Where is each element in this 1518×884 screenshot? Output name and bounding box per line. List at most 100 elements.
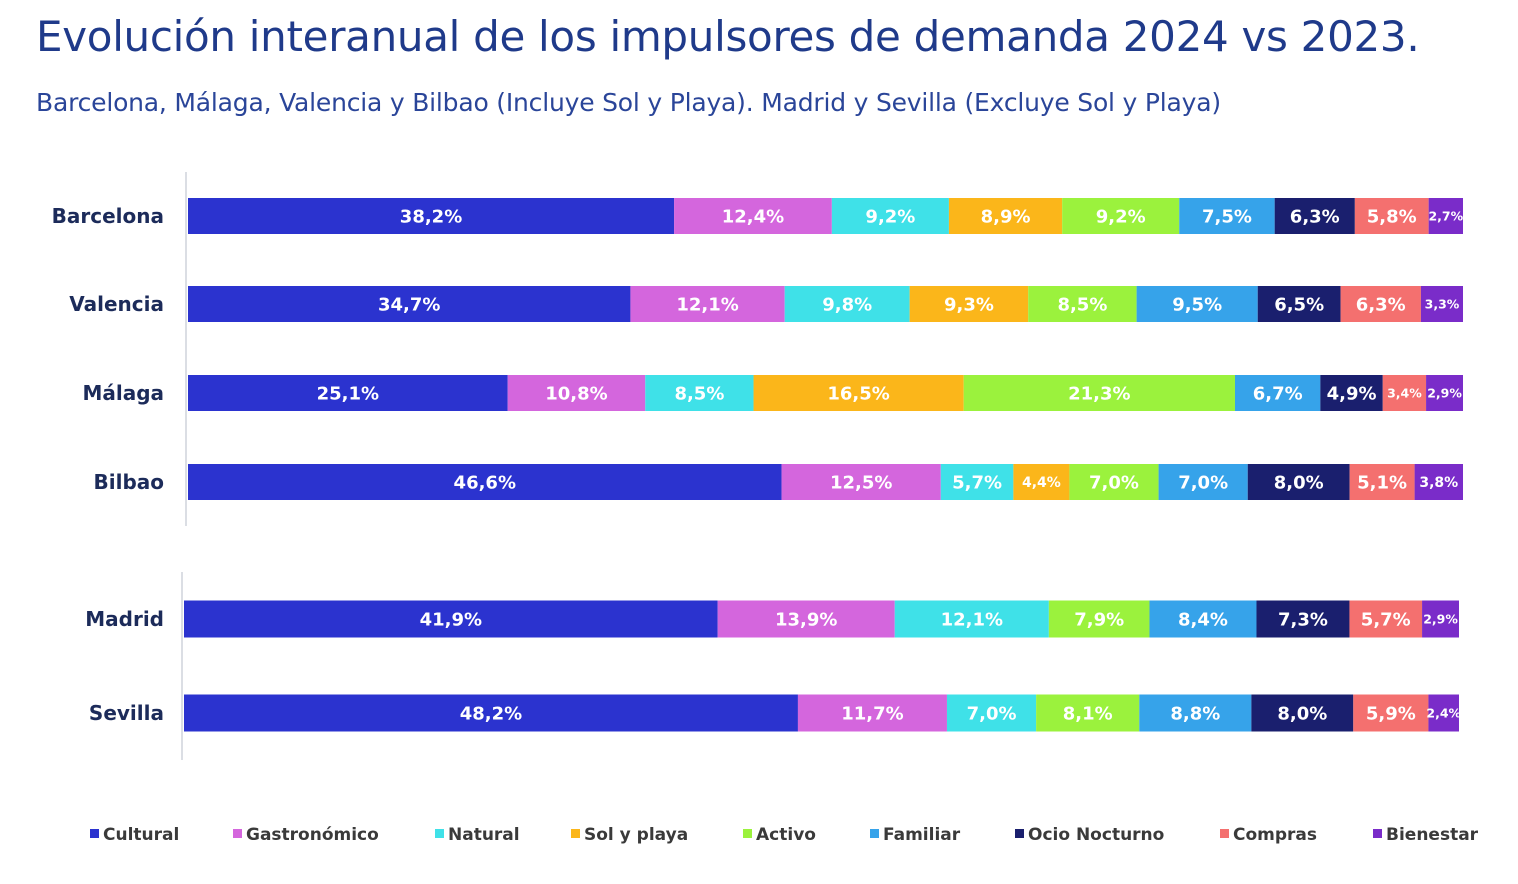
- data-label-malaga-sol-y-playa: 16,5%: [827, 383, 889, 404]
- data-label-malaga-natural: 8,5%: [674, 383, 724, 404]
- data-label-bilbao-familiar: 7,0%: [1178, 472, 1228, 493]
- data-label-valencia-bienestar: 3,3%: [1425, 297, 1460, 312]
- chart-title: Evolución interanual de los impulsores d…: [36, 12, 1420, 61]
- bar-segment-sevilla-cultural: [184, 694, 798, 732]
- bar-segment-barcelona-gastronomico: [674, 198, 832, 234]
- bar-segment-barcelona-familiar: [1179, 198, 1275, 234]
- legend-swatch-cultural: [90, 829, 99, 838]
- legend-label-cultural: Cultural: [103, 825, 179, 845]
- bar-segment-sevilla-ocio-nocturno: [1251, 694, 1354, 732]
- bar-segment-sevilla-gastronomico: [797, 694, 947, 732]
- data-label-madrid-compras: 5,7%: [1361, 609, 1411, 630]
- data-label-madrid-cultural: 41,9%: [420, 609, 482, 630]
- data-label-barcelona-natural: 9,2%: [865, 206, 915, 227]
- legend-swatch-bienestar: [1373, 829, 1382, 838]
- bar-segment-barcelona-compras: [1354, 198, 1429, 234]
- data-label-malaga-cultural: 25,1%: [317, 383, 379, 404]
- bar-segment-madrid-familiar: [1149, 600, 1257, 638]
- data-label-sevilla-bienestar: 2,4%: [1426, 706, 1461, 721]
- legend-label-ocio-nocturno: Ocio Nocturno: [1028, 825, 1164, 845]
- bar-segment-malaga-familiar: [1235, 375, 1321, 411]
- category-label-bilbao: Bilbao: [93, 470, 164, 494]
- legend-label-activo: Activo: [756, 825, 816, 845]
- data-label-malaga-bienestar: 2,9%: [1427, 386, 1462, 401]
- data-label-malaga-compras: 3,4%: [1387, 386, 1422, 401]
- data-label-madrid-gastronomico: 13,9%: [775, 609, 837, 630]
- bar-segment-malaga-activo: [963, 375, 1236, 411]
- data-label-madrid-ocio-nocturno: 7,3%: [1278, 609, 1328, 630]
- data-label-barcelona-ocio-nocturno: 6,3%: [1290, 206, 1340, 227]
- data-label-sevilla-natural: 7,0%: [967, 703, 1017, 724]
- data-label-malaga-gastronomico: 10,8%: [545, 383, 607, 404]
- bar-segment-barcelona-sol-y-playa: [948, 198, 1063, 234]
- legend-swatch-sol-y-playa: [571, 829, 580, 838]
- bar-segment-madrid-ocio-nocturno: [1256, 600, 1350, 638]
- category-label-valencia: Valencia: [69, 292, 164, 316]
- bar-segment-malaga-ocio-nocturno: [1320, 375, 1383, 411]
- legend-label-compras: Compras: [1233, 825, 1317, 845]
- data-label-valencia-sol-y-playa: 9,3%: [944, 294, 994, 315]
- bar-segment-bilbao-gastronomico: [781, 464, 941, 500]
- legend-label-natural: Natural: [448, 825, 520, 845]
- data-label-valencia-gastronomico: 12,1%: [676, 294, 738, 315]
- bar-segment-madrid-gastronomico: [717, 600, 895, 638]
- data-label-sevilla-ocio-nocturno: 8,0%: [1277, 703, 1327, 724]
- data-label-bilbao-gastronomico: 12,5%: [830, 472, 892, 493]
- data-label-barcelona-cultural: 38,2%: [400, 206, 462, 227]
- bar-segment-madrid-cultural: [184, 600, 718, 638]
- data-label-madrid-activo: 7,9%: [1074, 609, 1124, 630]
- data-label-bilbao-ocio-nocturno: 8,0%: [1274, 472, 1324, 493]
- data-label-madrid-familiar: 8,4%: [1178, 609, 1228, 630]
- bar-segment-bilbao-natural: [940, 464, 1014, 500]
- bar-segment-sevilla-compras: [1353, 694, 1429, 732]
- category-label-sevilla: Sevilla: [89, 701, 164, 725]
- data-label-madrid-bienestar: 2,9%: [1423, 612, 1458, 627]
- legend-swatch-compras: [1220, 829, 1229, 838]
- bar-segment-valencia-sol-y-playa: [909, 286, 1029, 322]
- data-label-barcelona-sol-y-playa: 8,9%: [981, 206, 1031, 227]
- bar-segment-sevilla-familiar: [1139, 694, 1252, 732]
- bar-segment-malaga-natural: [645, 375, 754, 411]
- bar-segment-madrid-bienestar: [1422, 600, 1459, 638]
- bar-segment-valencia-ocio-nocturno: [1257, 286, 1341, 322]
- legend-swatch-ocio-nocturno: [1015, 829, 1024, 838]
- bar-segment-valencia-gastronomico: [630, 286, 785, 322]
- bar-segment-malaga-sol-y-playa: [753, 375, 964, 411]
- data-label-bilbao-bienestar: 3,8%: [1419, 475, 1458, 491]
- bar-segment-malaga-cultural: [188, 375, 508, 411]
- data-label-sevilla-cultural: 48,2%: [460, 703, 522, 724]
- data-label-sevilla-activo: 8,1%: [1063, 703, 1113, 724]
- bar-segment-valencia-compras: [1340, 286, 1421, 322]
- data-label-valencia-activo: 8,5%: [1057, 294, 1107, 315]
- legend-label-bienestar: Bienestar: [1386, 825, 1479, 845]
- legend-label-familiar: Familiar: [883, 825, 961, 845]
- data-label-bilbao-natural: 5,7%: [952, 472, 1002, 493]
- data-label-barcelona-activo: 9,2%: [1096, 206, 1146, 227]
- legend-swatch-natural: [435, 829, 444, 838]
- category-label-madrid: Madrid: [85, 607, 164, 631]
- data-label-madrid-natural: 12,1%: [941, 609, 1003, 630]
- bar-segment-malaga-gastronomico: [507, 375, 646, 411]
- bar-segment-valencia-familiar: [1136, 286, 1258, 322]
- legend-label-sol-y-playa: Sol y playa: [584, 825, 688, 845]
- bar-segment-madrid-activo: [1048, 600, 1150, 638]
- data-label-valencia-ocio-nocturno: 6,5%: [1274, 294, 1324, 315]
- data-label-malaga-activo: 21,3%: [1068, 383, 1130, 404]
- data-label-valencia-compras: 6,3%: [1356, 294, 1406, 315]
- data-label-malaga-ocio-nocturno: 4,9%: [1327, 383, 1377, 404]
- bar-segment-valencia-bienestar: [1420, 286, 1463, 322]
- bar-segment-malaga-compras: [1382, 375, 1427, 411]
- data-label-sevilla-gastronomico: 11,7%: [841, 703, 903, 724]
- legend-swatch-gastronomico: [233, 829, 242, 838]
- bar-segment-barcelona-cultural: [188, 198, 675, 234]
- bar-segment-valencia-natural: [784, 286, 910, 322]
- legend-swatch-familiar: [870, 829, 879, 838]
- data-label-bilbao-cultural: 46,6%: [454, 472, 516, 493]
- bar-segment-barcelona-ocio-nocturno: [1274, 198, 1355, 234]
- bar-segment-barcelona-natural: [831, 198, 949, 234]
- bar-segment-valencia-activo: [1028, 286, 1137, 322]
- data-label-malaga-familiar: 6,7%: [1253, 383, 1303, 404]
- bar-segment-madrid-natural: [894, 600, 1049, 638]
- bar-segment-malaga-bienestar: [1426, 375, 1463, 411]
- bar-segment-bilbao-ocio-nocturno: [1247, 464, 1350, 500]
